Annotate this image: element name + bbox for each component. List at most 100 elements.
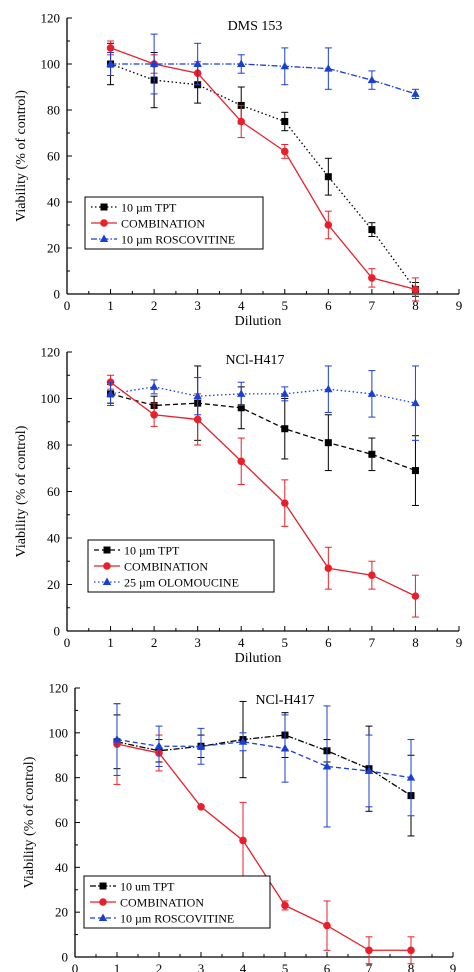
x-tick-label: 2 [151, 298, 158, 313]
y-axis-title: Viability (% of control) [14, 90, 29, 222]
data-point [368, 274, 376, 282]
series-line [110, 63, 416, 290]
y-tick-label: 120 [49, 681, 69, 696]
data-point [364, 766, 374, 774]
y-tick-label: 120 [41, 345, 61, 360]
legend-label: COMBINATION [124, 560, 208, 574]
x-tick-label: 6 [324, 961, 331, 972]
chart-title: NCl-H417 [255, 693, 314, 708]
legend-marker [100, 219, 108, 227]
x-tick-label: 1 [114, 961, 121, 972]
y-tick-label: 20 [47, 241, 60, 256]
legend-label: 10 µm ROSCOVITINE [120, 912, 234, 926]
x-tick-label: 1 [107, 635, 114, 650]
data-point [367, 75, 377, 84]
series-line [116, 743, 411, 951]
data-point [367, 389, 377, 397]
data-point [324, 384, 333, 393]
y-axis-title: Viability (% of control) [14, 425, 29, 557]
data-point [280, 499, 289, 507]
series-line [116, 734, 412, 797]
legend-marker [99, 882, 107, 890]
data-point [411, 467, 419, 475]
legend-marker [102, 577, 112, 585]
data-point [112, 735, 122, 743]
x-tick-label: 4 [240, 961, 247, 972]
x-tick-label: 4 [238, 635, 245, 650]
data-point [281, 118, 289, 125]
data-point [406, 773, 416, 781]
legend-label: 10 um TPT [120, 880, 175, 894]
legend-label: COMBINATION [120, 896, 204, 910]
data-point [196, 741, 206, 750]
series-3 [106, 33, 420, 99]
data-point [280, 744, 290, 752]
legend-marker [99, 234, 109, 242]
series-line [110, 47, 416, 291]
legend-label: 10 µm TPT [124, 544, 180, 558]
data-point [106, 389, 115, 397]
y-tick-label: 120 [41, 11, 61, 26]
x-tick-label: 0 [64, 298, 71, 313]
data-point [323, 921, 331, 930]
data-point [149, 382, 159, 390]
y-tick-label: 80 [55, 770, 68, 785]
y-tick-label: 40 [47, 195, 60, 210]
y-tick-label: 0 [54, 287, 61, 302]
x-tick-label: 9 [450, 961, 457, 972]
series-3 [112, 703, 416, 828]
legend: 10 um TPT COMBINATION 10 µm ROSCOVITINE [83, 875, 271, 929]
y-tick-label: 20 [47, 577, 60, 592]
y-tick-label: 60 [47, 149, 60, 164]
series-line [110, 386, 416, 404]
data-point [407, 946, 415, 955]
x-tick-label: 0 [72, 961, 79, 972]
x-tick-label: 5 [282, 961, 289, 972]
legend-label: COMBINATION [121, 217, 205, 231]
x-tick-label: 6 [325, 635, 332, 650]
y-tick-label: 0 [62, 950, 69, 965]
data-point [154, 741, 164, 750]
y-tick-label: 80 [47, 103, 60, 118]
data-point [238, 737, 248, 745]
data-point [411, 592, 420, 600]
y-tick-label: 20 [55, 905, 68, 920]
data-point [324, 564, 333, 573]
x-tick-label: 7 [369, 298, 376, 313]
data-point [322, 761, 332, 770]
data-point [411, 285, 420, 294]
legend-label: 10 µm ROSCOVITINE [121, 233, 235, 247]
x-tick-label: 8 [408, 961, 415, 972]
data-point [193, 59, 202, 67]
x-tick-label: 6 [325, 298, 332, 313]
legend: 10 µm TPT COMBINATION 10 µm ROSCOVITINE [84, 196, 264, 250]
x-tick-label: 3 [194, 298, 201, 313]
data-point [324, 439, 332, 447]
x-tick-label: 5 [282, 635, 289, 650]
chart-title: NCl-H417 [225, 353, 284, 368]
data-point [237, 59, 246, 67]
legend-label: 10 µm TPT [121, 201, 177, 215]
y-tick-label: 60 [47, 484, 60, 499]
x-tick-label: 9 [456, 635, 463, 650]
data-point [324, 173, 332, 181]
y-tick-label: 100 [41, 391, 61, 406]
x-tick-label: 3 [194, 635, 201, 650]
x-axis-title: Dilution [235, 651, 282, 666]
series-line [110, 381, 416, 597]
y-axis-title: Viability (% of control) [22, 756, 37, 888]
data-point [106, 59, 115, 67]
data-point [411, 89, 420, 97]
data-point [324, 221, 333, 229]
data-point [237, 117, 246, 126]
y-tick-label: 40 [47, 531, 60, 546]
y-tick-label: 100 [41, 57, 61, 72]
y-tick-label: 80 [47, 438, 60, 453]
x-axis-title: Dilution [235, 314, 282, 329]
legend-marker [98, 913, 108, 921]
series-3 [106, 365, 420, 441]
y-tick-label: 60 [55, 815, 68, 830]
legend-marker [103, 562, 111, 570]
series-line [110, 393, 416, 472]
chart-3: 0123456789020406080100120DilutionViabili… [22, 681, 456, 972]
